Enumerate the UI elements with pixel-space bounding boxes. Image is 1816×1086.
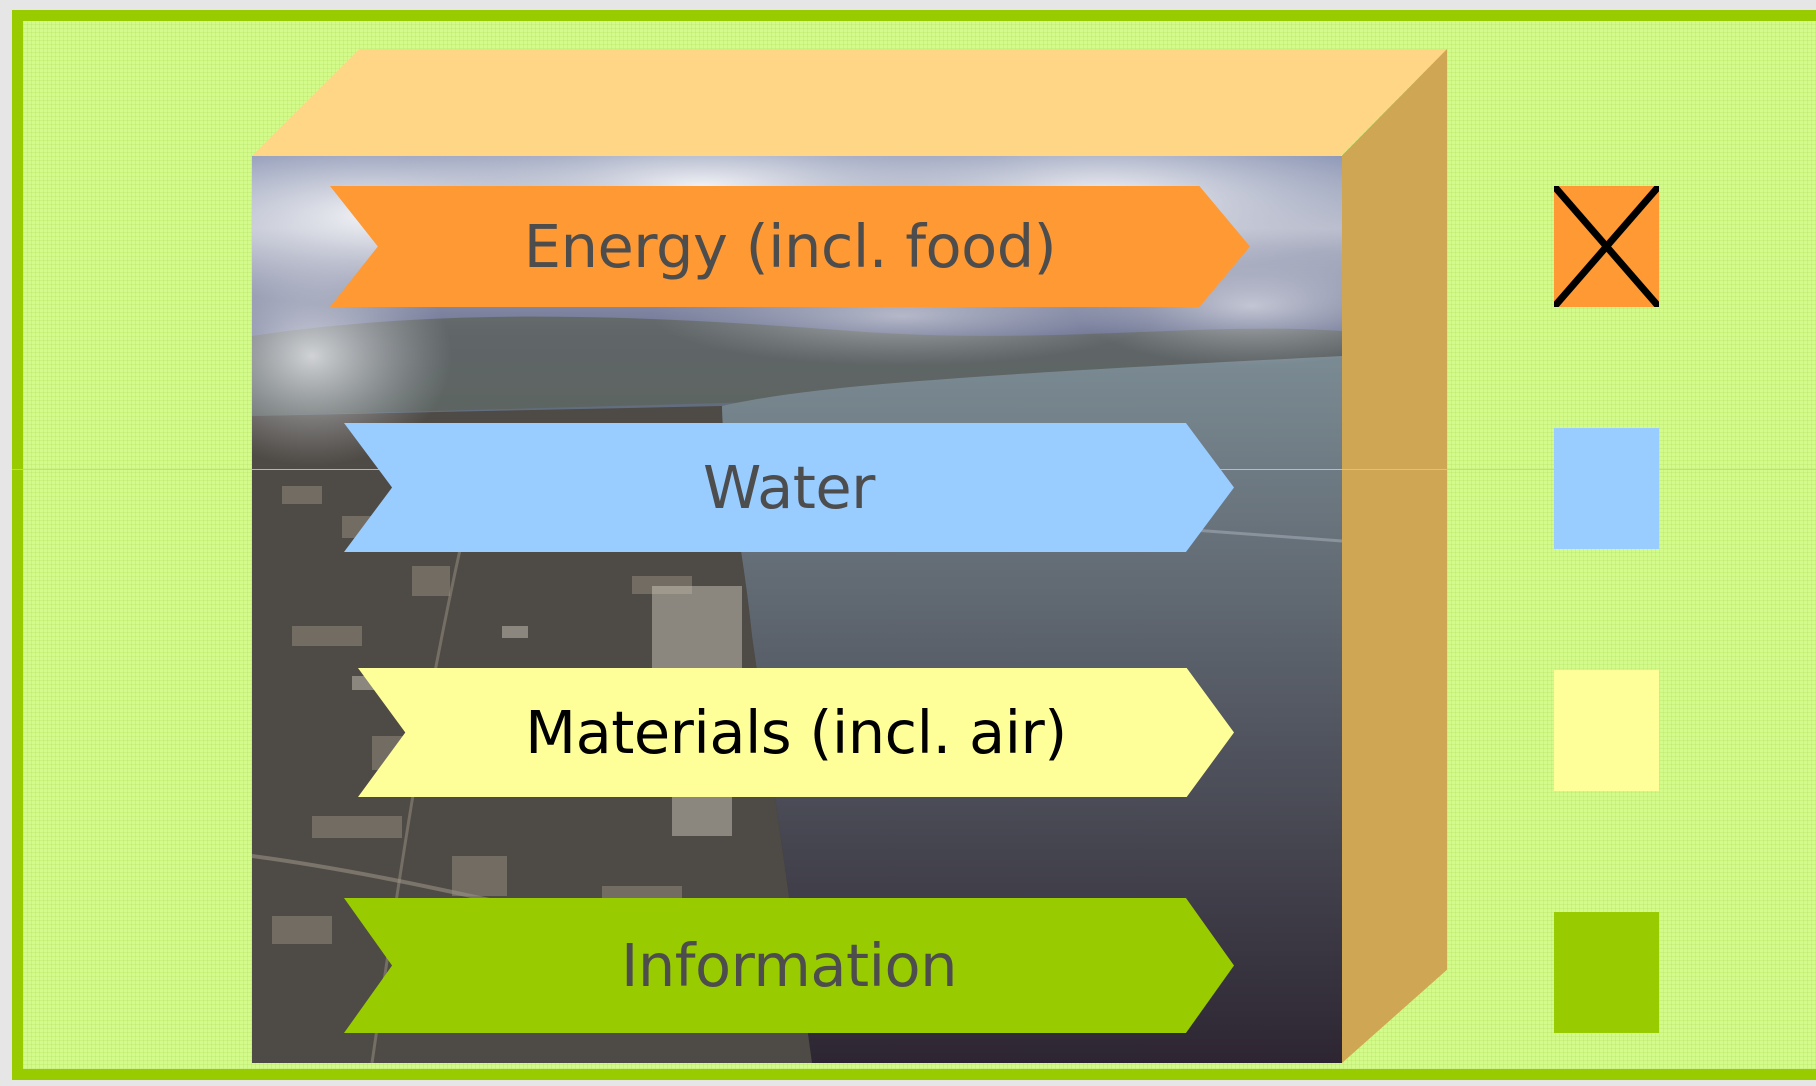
swatch-water (1554, 428, 1659, 549)
swatch-materials (1554, 670, 1659, 791)
swatch-energy (1554, 186, 1659, 307)
flow-arrow-energy: Energy (incl. food) (330, 186, 1250, 307)
flow-label-materials: Materials (incl. air) (525, 698, 1067, 767)
cube-top-face (252, 49, 1447, 156)
flow-arrow-information: Information (344, 898, 1234, 1033)
flow-label-energy: Energy (incl. food) (523, 212, 1057, 281)
flow-label-water: Water (703, 453, 875, 522)
swatch-information (1554, 912, 1659, 1033)
flow-arrow-water: Water (344, 423, 1234, 552)
cube-side-face (1342, 49, 1447, 1063)
flow-arrow-materials: Materials (incl. air) (358, 668, 1234, 797)
flow-label-information: Information (620, 931, 958, 1000)
close-icon (1554, 186, 1659, 307)
